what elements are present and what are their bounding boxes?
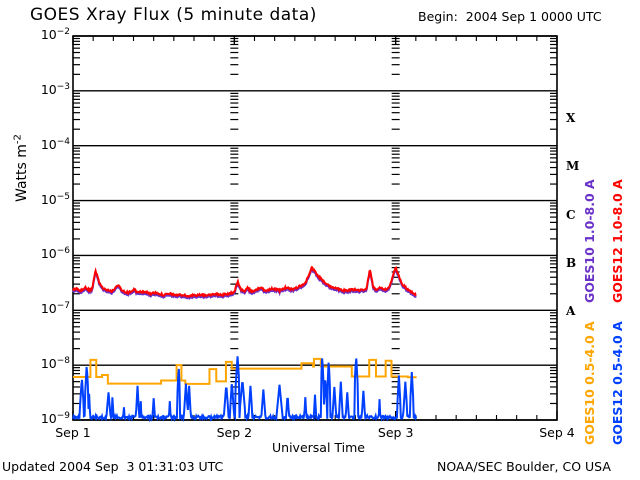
- flare-class-x: X: [566, 111, 576, 125]
- flare-class-b: B: [566, 256, 577, 270]
- y-tick-label: 10−2: [40, 26, 70, 42]
- page-title: GOES Xray Flux (5 minute data): [30, 5, 317, 25]
- legend-goes10-long: GOES10 1.0-8.0 A: [582, 179, 597, 303]
- y-tick-label: 10−8: [40, 355, 70, 372]
- y-tick-label: 10−6: [40, 246, 70, 262]
- x-axis-label: Universal Time: [272, 440, 365, 455]
- x-tick-label: Sep 3: [377, 425, 414, 440]
- y-tick-label: 10−7: [40, 301, 70, 317]
- y-tick-label: 10−9: [40, 410, 70, 426]
- legend-goes10-short: GOES10 0.5-4.0 A: [582, 321, 597, 445]
- flare-class-c: C: [566, 208, 576, 222]
- x-tick-label: Sep 2: [216, 425, 253, 440]
- x-tick-label: Sep 4: [539, 425, 575, 440]
- flare-class-a: A: [566, 304, 576, 318]
- y-tick-label: 10−4: [40, 136, 70, 152]
- flare-class-m: M: [566, 159, 580, 173]
- credit-label: NOAA/SEC Boulder, CO USA: [437, 459, 611, 474]
- y-tick-label: 10−3: [40, 81, 70, 97]
- x-tick-label: Sep 1: [55, 425, 91, 440]
- updated-timestamp: Updated 2004 Sep 3 01:31:03 UTC: [2, 459, 224, 474]
- legend-goes12-short: GOES12 0.5-4.0 A: [610, 321, 625, 445]
- begin-time-label: Begin: 2004 Sep 1 0000 UTC: [418, 9, 602, 24]
- legend-goes12-long: GOES12 1.0-8.0 A: [610, 179, 625, 303]
- y-tick-label: 10−5: [40, 191, 70, 207]
